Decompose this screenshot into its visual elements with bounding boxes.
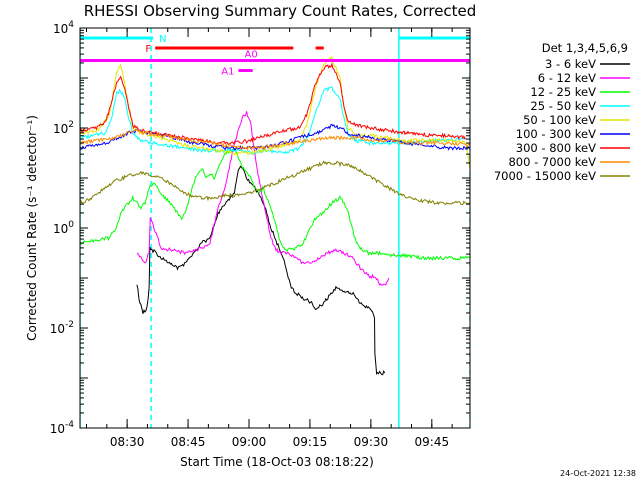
series-line-2 (80, 147, 470, 261)
y-tick-label-1: 10-2 (50, 320, 74, 336)
x-tick-label-2: 09:00 (232, 435, 267, 449)
x-tick-label-3: 09:15 (293, 435, 328, 449)
series-line-6 (80, 62, 467, 145)
legend-label-8: 7000 - 15000 keV (494, 169, 596, 183)
legend-title: Det 1,3,4,5,6,9 (542, 41, 628, 55)
y-tick-label-4: 104 (53, 20, 74, 36)
y-tick-label-3: 102 (53, 120, 74, 136)
timestamp: 24-Oct-2021 12:38 (560, 469, 636, 478)
series-line-0 (136, 165, 386, 376)
legend-label-4: 50 - 100 keV (523, 113, 596, 127)
legend-label-1: 6 - 12 keV (538, 71, 596, 85)
y-axis: 10-4 10-2 100 102 104 (50, 20, 470, 436)
x-tick-label-5: 09:45 (415, 435, 450, 449)
y-tick-label-0: 10-4 (50, 420, 75, 436)
series-line-7 (80, 128, 470, 152)
y-axis-label: Corrected Count Rate (s⁻¹ detector⁻¹) (25, 115, 39, 341)
flag-label-a1: A1 (221, 67, 234, 78)
legend-label-5: 100 - 300 keV (516, 127, 596, 141)
flag-label-n: N (159, 34, 166, 45)
legend-label-0: 3 - 6 keV (545, 57, 596, 71)
x-axis-label: Start Time (18-Oct-03 08:18:22) (180, 455, 374, 469)
series-line-1 (136, 111, 390, 286)
plot-frame (79, 27, 471, 429)
legend-label-7: 800 - 7000 keV (508, 155, 596, 169)
series-line-8 (80, 160, 470, 206)
x-tick-label-4: 09:30 (354, 435, 389, 449)
x-tick-label-0: 08:30 (110, 435, 145, 449)
x-tick-label-1: 08:45 (171, 435, 206, 449)
chart-title: RHESSI Observing Summary Count Rates, Co… (84, 2, 477, 20)
legend-label-6: 300 - 800 keV (516, 141, 596, 155)
flag-label-f: F (145, 44, 151, 55)
legend-label-3: 25 - 50 keV (530, 99, 596, 113)
y-tick-label-2: 100 (53, 220, 74, 236)
plot-area (80, 28, 470, 428)
legend-label-2: 12 - 25 keV (530, 85, 596, 99)
flag-label-a0: A0 (245, 50, 258, 61)
x-axis: 08:30 08:45 09:00 09:15 09:30 09:45 (86, 28, 453, 449)
